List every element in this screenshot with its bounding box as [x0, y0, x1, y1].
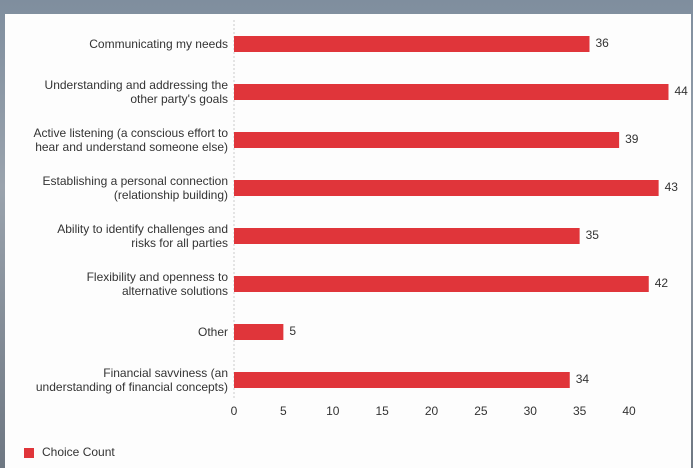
- x-tick-label: 15: [375, 404, 389, 418]
- value-label: 5: [289, 324, 296, 338]
- bar: [234, 372, 570, 388]
- value-label: 44: [675, 84, 689, 98]
- bar: [234, 36, 590, 52]
- value-label: 35: [586, 228, 600, 242]
- category-label: Understanding and addressing the other p…: [44, 78, 228, 106]
- category-label: Flexibility and openness to alternative …: [86, 270, 228, 298]
- x-tick-label: 0: [231, 404, 238, 418]
- legend-label: Choice Count: [42, 445, 115, 459]
- category-label: Other: [197, 325, 228, 339]
- category-label: Communicating my needs: [89, 37, 228, 51]
- x-tick-label: 5: [280, 404, 287, 418]
- bar: [234, 228, 580, 244]
- x-tick-label: 10: [326, 404, 340, 418]
- value-label: 42: [655, 276, 669, 290]
- bar: [234, 180, 659, 196]
- category-label: Financial savviness (an understanding of…: [35, 366, 228, 394]
- bar: [234, 132, 620, 148]
- category-label: Active listening (a conscious effort to …: [33, 126, 228, 154]
- value-label: 36: [596, 36, 610, 50]
- category-label: Establishing a personal connection (rela…: [42, 174, 228, 202]
- legend-swatch: [24, 448, 34, 458]
- category-label: Ability to identify challenges and risks…: [57, 222, 228, 250]
- x-tick-label: 40: [622, 404, 636, 418]
- x-tick-label: 30: [524, 404, 538, 418]
- bar: [234, 324, 284, 340]
- value-label: 34: [576, 372, 590, 386]
- x-tick-label: 35: [573, 404, 587, 418]
- value-label: 43: [665, 180, 679, 194]
- bar: [234, 276, 649, 292]
- x-tick-label: 20: [425, 404, 439, 418]
- bar: [234, 84, 669, 100]
- value-label: 39: [625, 132, 639, 146]
- x-tick-label: 25: [474, 404, 488, 418]
